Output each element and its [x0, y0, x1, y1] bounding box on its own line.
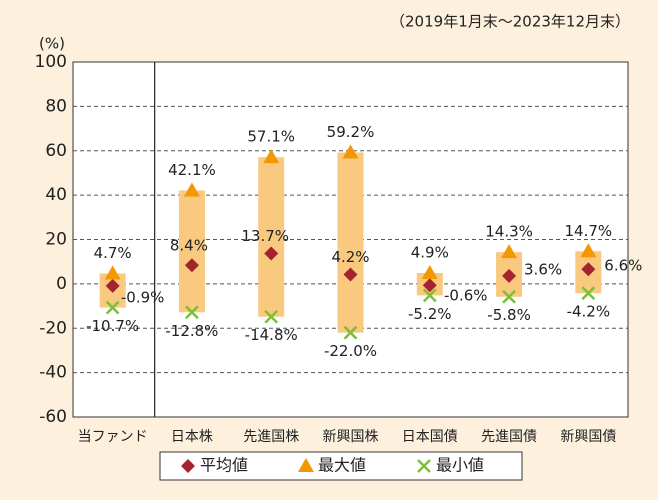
x-tick-label: 日本国債 — [402, 429, 458, 445]
y-tick-label: 40 — [45, 185, 67, 205]
max-marker — [501, 244, 518, 259]
y-tick-label: -20 — [39, 318, 67, 338]
max-marker — [183, 182, 200, 197]
avg-marker — [181, 459, 195, 473]
max-marker — [298, 458, 314, 472]
avg-marker — [422, 278, 437, 293]
x-tick-label: 日本株 — [171, 429, 213, 445]
x-tick-label: 新興国債 — [560, 429, 616, 445]
x-tick-label: 先進国株 — [243, 429, 299, 445]
avg-marker — [264, 246, 279, 261]
data-label: -22.0% — [324, 342, 377, 360]
min-marker — [502, 289, 516, 304]
data-label: 4.2% — [331, 248, 369, 266]
min-marker — [417, 459, 431, 473]
max-marker — [263, 149, 280, 164]
data-label: 14.7% — [565, 222, 613, 240]
legend-label: 最大値 — [318, 456, 366, 475]
data-label: -5.8% — [487, 306, 531, 324]
max-marker — [421, 265, 438, 280]
data-label: 3.6% — [524, 260, 562, 278]
data-label: 8.4% — [170, 237, 208, 255]
data-label: -12.8% — [165, 322, 218, 340]
y-tick-label: 80 — [45, 96, 67, 116]
data-label: 59.2% — [327, 123, 375, 141]
max-marker — [580, 243, 597, 258]
range-bar — [178, 190, 205, 313]
data-label: 6.6% — [604, 257, 642, 275]
data-label: 42.1% — [168, 161, 216, 179]
y-tick-label: 60 — [45, 141, 67, 161]
data-label: 14.3% — [485, 223, 533, 241]
legend-label: 最小値 — [436, 456, 484, 475]
min-marker — [343, 325, 358, 340]
data-label: 4.9% — [411, 244, 449, 262]
chart-subtitle: （2019年1月末～2023年12月末） — [390, 13, 630, 31]
min-marker — [581, 286, 596, 301]
avg-marker — [105, 278, 120, 293]
x-tick-label: 新興国株 — [323, 429, 379, 445]
max-marker — [342, 144, 359, 159]
min-marker — [185, 305, 199, 320]
min-marker — [105, 300, 120, 315]
data-label: 57.1% — [247, 128, 295, 146]
avg-marker — [581, 262, 596, 277]
max-marker — [104, 265, 121, 280]
data-label: 13.7% — [241, 227, 289, 245]
data-label: -14.8% — [245, 326, 298, 344]
avg-marker — [502, 268, 517, 283]
data-label: -0.9% — [121, 288, 165, 306]
data-label: -10.7% — [86, 317, 139, 335]
legend-label: 平均値 — [200, 456, 248, 475]
min-marker — [422, 288, 437, 303]
y-tick-label: -60 — [39, 407, 67, 427]
y-axis-label: (%) — [39, 35, 65, 53]
y-tick-label: -40 — [39, 363, 67, 383]
y-tick-label: 20 — [45, 230, 67, 250]
x-tick-label: 先進国債 — [481, 429, 537, 445]
x-tick-label: 当ファンド — [78, 429, 148, 445]
legend-box — [159, 451, 523, 481]
avg-marker — [343, 267, 358, 282]
data-label: -4.2% — [567, 303, 611, 321]
avg-marker — [184, 258, 199, 273]
y-tick-label: 100 — [35, 52, 67, 72]
data-label: -5.2% — [408, 305, 452, 323]
y-tick-label: 0 — [56, 274, 67, 294]
data-label: -0.6% — [444, 287, 488, 305]
range-bar — [258, 157, 285, 317]
range-bar — [337, 152, 364, 333]
min-marker — [264, 309, 279, 324]
data-label: 4.7% — [94, 244, 132, 262]
